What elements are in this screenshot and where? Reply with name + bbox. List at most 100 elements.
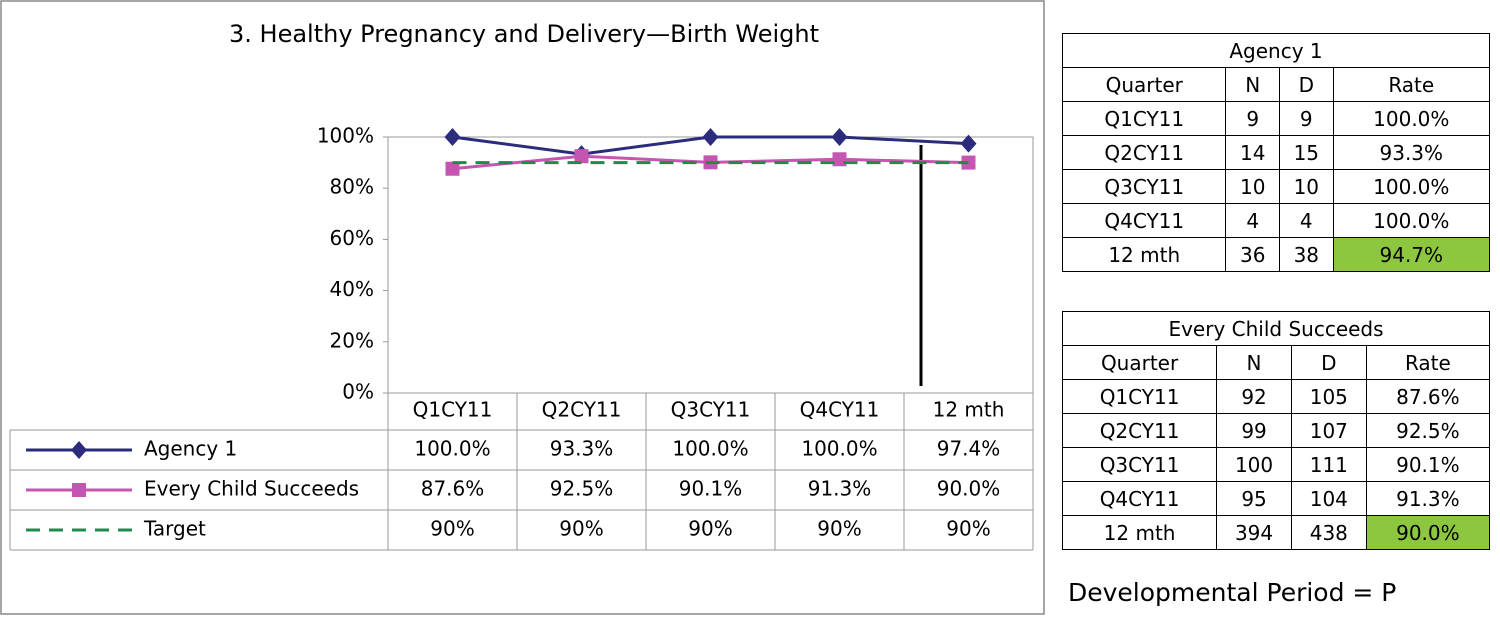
value-label: 87.6% xyxy=(421,477,485,501)
x-tick-label: 12 mth xyxy=(933,398,1005,422)
table-cell: N xyxy=(1225,67,1281,102)
table-cell: 100.0% xyxy=(1332,203,1491,238)
marker xyxy=(71,441,87,459)
table-cell: 14 xyxy=(1225,135,1281,170)
table-cell: 100.0% xyxy=(1332,169,1491,204)
y-tick-label: 0% xyxy=(342,380,374,404)
table-cell: Q1CY11 xyxy=(1061,101,1227,136)
table-cell: 438 xyxy=(1290,515,1367,550)
table-cell: 394 xyxy=(1216,515,1292,550)
table-cell: Q3CY11 xyxy=(1061,447,1218,482)
table-cell: Q4CY11 xyxy=(1061,203,1227,238)
chart-frame xyxy=(0,0,1045,615)
table-cell: Rate xyxy=(1332,67,1491,102)
table-cell: N xyxy=(1216,345,1292,380)
y-tick-label: 40% xyxy=(330,277,374,301)
value-label: 100.0% xyxy=(414,437,490,461)
y-tick-label: 60% xyxy=(330,226,374,250)
table-row: Quarter N D Rate xyxy=(1061,67,1491,102)
table-cell: 94.7% xyxy=(1332,237,1491,272)
table-row: 12 mth 394 438 90.0% xyxy=(1061,515,1491,550)
legend-label: Every Child Succeeds xyxy=(144,477,359,501)
x-tick-label: Q1CY11 xyxy=(413,398,493,422)
marker xyxy=(832,152,847,167)
x-tick-label: Q3CY11 xyxy=(671,398,751,422)
value-label: 90.1% xyxy=(679,477,743,501)
marker xyxy=(960,134,977,153)
table-cell: 9 xyxy=(1279,101,1334,136)
value-label: 91.3% xyxy=(808,477,872,501)
table-cell: 100.0% xyxy=(1332,101,1491,136)
table-cell: 9 xyxy=(1225,101,1281,136)
table-cell: Rate xyxy=(1365,345,1491,380)
table-cell: Quarter xyxy=(1061,345,1218,380)
table-cell: 12 mth xyxy=(1061,237,1227,272)
value-label: 90% xyxy=(559,517,603,541)
value-label: 90.0% xyxy=(937,477,1001,501)
plot-area xyxy=(387,136,1034,394)
table-cell: Quarter xyxy=(1061,67,1227,102)
marker xyxy=(444,128,461,146)
table-cell: D xyxy=(1279,67,1334,102)
table-row: Q4CY11 4 4 100.0% xyxy=(1061,203,1491,238)
table-row: Q2CY11 14 15 93.3% xyxy=(1061,135,1491,170)
table-cell: 12 mth xyxy=(1061,515,1218,550)
table-cell: 95 xyxy=(1216,481,1292,516)
marker xyxy=(702,128,719,146)
table-cell: 111 xyxy=(1290,447,1367,482)
table-cell: Q2CY11 xyxy=(1061,135,1227,170)
value-label: 90% xyxy=(817,517,861,541)
table-cell: 87.6% xyxy=(1365,379,1491,414)
table-cell: Every Child Succeeds xyxy=(1062,311,1490,346)
y-tick-label: 20% xyxy=(330,328,374,352)
table-cell: 99 xyxy=(1216,413,1292,448)
table-cell: 4 xyxy=(1225,203,1281,238)
table-cell: 100 xyxy=(1216,447,1292,482)
legend-label: Agency 1 xyxy=(144,437,237,461)
table-cell: 10 xyxy=(1279,169,1334,204)
legend-label: Target xyxy=(143,517,206,541)
table-cell: 36 xyxy=(1225,237,1281,272)
value-label: 90% xyxy=(688,517,732,541)
table-row: Q1CY11 92 105 87.6% xyxy=(1061,379,1491,414)
table-cell: Q3CY11 xyxy=(1061,169,1227,204)
table-row: Q1CY11 9 9 100.0% xyxy=(1061,101,1491,136)
table-row: 12 mth 36 38 94.7% xyxy=(1061,237,1491,272)
value-label: 90% xyxy=(430,517,474,541)
ecs-table: Every Child Succeeds Quarter N D Rate Q1CY11 9… xyxy=(1061,311,1491,550)
table-cell: 92.5% xyxy=(1365,413,1491,448)
table-cell: 15 xyxy=(1279,135,1334,170)
value-label: 92.5% xyxy=(550,477,614,501)
value-label: 100.0% xyxy=(801,437,877,461)
table-row: Q3CY11 100 111 90.1% xyxy=(1061,447,1491,482)
chart-title: 3. Healthy Pregnancy and Delivery—Birth … xyxy=(229,20,819,48)
table-cell: 90.1% xyxy=(1365,447,1491,482)
value-label: 100.0% xyxy=(672,437,748,461)
value-label: 97.4% xyxy=(937,437,1001,461)
value-label: 93.3% xyxy=(550,437,614,461)
table-row: Every Child Succeeds xyxy=(1062,311,1490,346)
table-cell: D xyxy=(1290,345,1367,380)
marker xyxy=(831,128,848,146)
table-cell: Q1CY11 xyxy=(1061,379,1218,414)
y-tick-label: 80% xyxy=(330,175,374,199)
table-cell: 105 xyxy=(1290,379,1367,414)
table-row: Quarter N D Rate xyxy=(1061,345,1491,380)
table-cell: Q4CY11 xyxy=(1061,481,1218,516)
x-tick-label: Q2CY11 xyxy=(542,398,622,422)
chart: 3. Healthy Pregnancy and Delivery—Birth … xyxy=(0,0,1045,615)
table-cell: Agency 1 xyxy=(1062,33,1490,68)
table-cell: 91.3% xyxy=(1365,481,1491,516)
table-cell: 107 xyxy=(1290,413,1367,448)
footnote: Developmental Period = P xyxy=(1068,578,1397,607)
table-row: Q4CY11 95 104 91.3% xyxy=(1061,481,1491,516)
y-tick-label: 100% xyxy=(317,124,374,148)
value-label: 90% xyxy=(946,517,990,541)
marker xyxy=(574,149,589,164)
table-row: Q3CY11 10 10 100.0% xyxy=(1061,169,1491,204)
table-cell: 10 xyxy=(1225,169,1281,204)
table-cell: 4 xyxy=(1279,203,1334,238)
table-cell: 38 xyxy=(1279,237,1334,272)
table-cell: 92 xyxy=(1216,379,1292,414)
